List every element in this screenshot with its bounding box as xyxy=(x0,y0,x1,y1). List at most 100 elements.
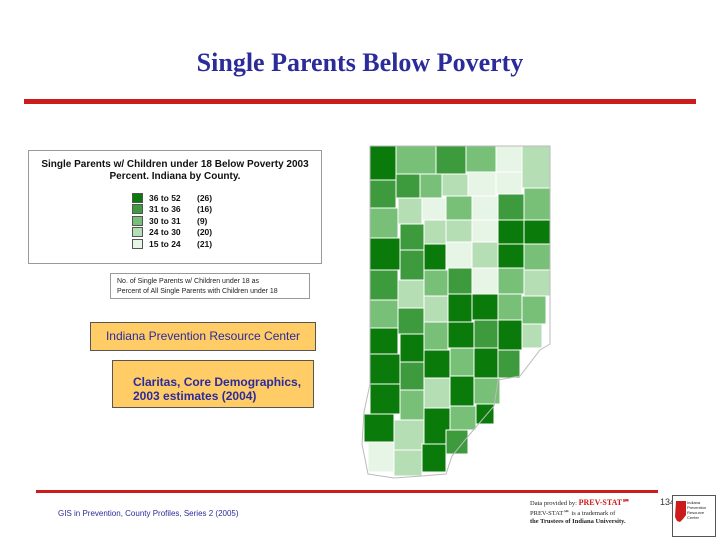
legend-count: (16) xyxy=(197,204,213,215)
county xyxy=(393,419,425,451)
county xyxy=(521,145,551,189)
legend-range: 36 to 52 xyxy=(149,192,181,203)
county xyxy=(495,171,523,195)
legend-swatch xyxy=(132,215,143,226)
county xyxy=(423,219,447,245)
county xyxy=(421,197,447,221)
legend-range: 24 to 30 xyxy=(149,227,181,238)
indiana-state-icon xyxy=(675,501,686,522)
prevstat-credit: Data provided by: PREV-STAT℠ PREV-STAT℠ … xyxy=(530,499,655,526)
county xyxy=(497,219,525,245)
legend-item: 15 to 24 (21) xyxy=(132,238,212,250)
county xyxy=(423,295,449,323)
legend-swatch xyxy=(132,227,143,238)
county xyxy=(419,173,443,199)
county xyxy=(521,323,543,349)
footer-text: GIS in Prevention, County Profiles, Seri… xyxy=(58,509,239,518)
county xyxy=(397,197,423,225)
irpc-label: Indiana Prevention Resource Center xyxy=(90,322,316,351)
county xyxy=(445,429,469,455)
definition-note: No. of Single Parents w/ Children under … xyxy=(110,273,310,299)
legend-range: 15 to 24 xyxy=(149,238,181,249)
legend-title-line2: Percent. Indiana by County. xyxy=(109,171,241,182)
county xyxy=(399,333,425,363)
county xyxy=(523,187,551,221)
county xyxy=(363,413,395,443)
county xyxy=(423,321,449,351)
legend-count: (9) xyxy=(197,215,208,226)
county xyxy=(395,145,437,175)
county xyxy=(399,249,425,281)
county xyxy=(399,389,425,421)
title-rule xyxy=(24,99,696,104)
county xyxy=(397,279,425,309)
county xyxy=(449,347,475,377)
county xyxy=(423,377,451,409)
county xyxy=(421,443,447,473)
county xyxy=(447,267,473,295)
legend-range: 30 to 31 xyxy=(149,215,181,226)
county xyxy=(475,403,495,425)
legend-swatch xyxy=(132,192,143,203)
prevstat-line2: PREV-STAT℠ is a trademark of xyxy=(530,510,616,517)
county xyxy=(393,449,423,477)
county xyxy=(447,293,473,323)
county xyxy=(473,347,499,379)
county xyxy=(445,195,473,221)
state-outline xyxy=(361,145,551,479)
county xyxy=(523,243,551,271)
county xyxy=(399,361,425,391)
legend-items: 36 to 52 (26) 31 to 36 (16) 30 to 31 (9)… xyxy=(132,192,212,250)
county xyxy=(423,243,447,271)
irpc-logo: Indiana Prevention Resource Center xyxy=(672,495,716,537)
county xyxy=(497,319,523,351)
prevstat-line3: the Trustees of Indiana University. xyxy=(530,518,626,525)
county-shapes xyxy=(363,145,551,477)
county xyxy=(497,243,525,269)
legend-item: 36 to 52 (26) xyxy=(132,192,212,204)
county xyxy=(435,145,467,175)
county xyxy=(497,267,525,295)
county xyxy=(445,241,473,269)
county xyxy=(369,269,399,301)
county xyxy=(369,299,399,329)
prevstat-line1: Data provided by: PREV-STAT℠ xyxy=(530,499,655,508)
note-line1: No. of Single Parents w/ Children under … xyxy=(117,278,260,285)
county xyxy=(399,223,425,251)
legend-item: 30 to 31 (9) xyxy=(132,215,212,227)
indiana-county-map xyxy=(361,145,551,479)
data-source-box: Claritas, Core Demographics, 2003 estima… xyxy=(112,360,314,408)
county xyxy=(369,207,399,239)
county xyxy=(521,295,547,325)
legend-item: 31 to 36 (16) xyxy=(132,204,212,216)
county xyxy=(447,321,475,349)
county xyxy=(523,219,551,245)
county xyxy=(471,195,499,221)
county xyxy=(369,145,397,181)
county xyxy=(495,145,523,173)
county xyxy=(369,327,399,355)
logo-text: Indiana Prevention Resource Center xyxy=(687,500,707,520)
legend-title: Single Parents w/ Children under 18 Belo… xyxy=(29,159,321,183)
county xyxy=(471,219,499,243)
county xyxy=(471,293,499,321)
county xyxy=(471,241,499,269)
county xyxy=(471,267,499,295)
county xyxy=(449,375,475,407)
source-line1: Claritas, Core Demographics, xyxy=(133,375,302,389)
county xyxy=(369,383,401,415)
county xyxy=(395,173,421,199)
note-line2: Percent of All Single Parents with Child… xyxy=(117,288,278,295)
county xyxy=(423,349,451,379)
county xyxy=(467,171,497,197)
county xyxy=(445,219,473,243)
legend-title-line1: Single Parents w/ Children under 18 Belo… xyxy=(41,159,309,170)
county xyxy=(497,193,525,221)
county xyxy=(367,441,395,473)
prevstat-prefix: Data provided by: xyxy=(530,500,577,507)
county xyxy=(369,353,401,385)
legend-count: (20) xyxy=(197,227,213,238)
footer-rule xyxy=(36,490,658,493)
legend-item: 24 to 30 (20) xyxy=(132,227,212,239)
county xyxy=(397,307,425,335)
